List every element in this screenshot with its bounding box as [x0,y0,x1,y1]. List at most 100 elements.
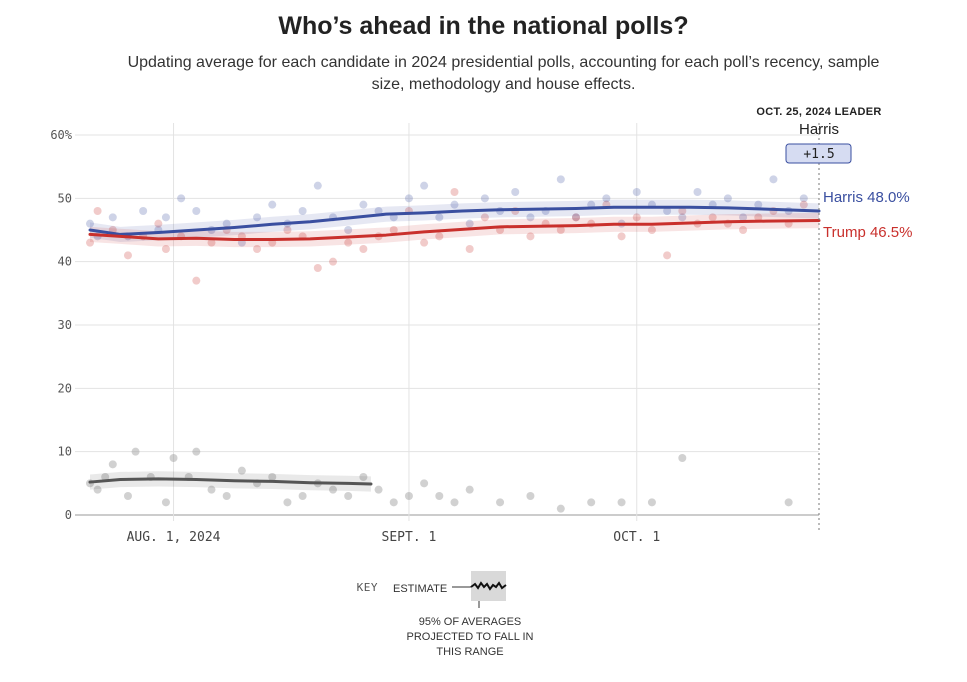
trump-poll-dot [663,251,672,260]
other-poll-dot [374,485,383,494]
other-poll-dot [192,447,201,456]
uncertainty-bands [90,199,819,492]
harris-poll-dot [602,194,611,203]
harris-end-label: Harris 48.0% [823,189,910,206]
other-poll-dot [222,492,231,500]
y-tick-label: 0 [65,508,72,522]
other-poll-dot [169,454,178,462]
trump-poll-dot [161,245,170,253]
harris-poll-dot [420,181,429,190]
average-lines [88,205,821,486]
legend-key: KEY ESTIMATE 95% OF AVERAGES PROJECTED T… [357,571,534,658]
y-tick-label: 10 [58,445,72,459]
trump-poll-dot [632,213,641,222]
harris-poll-dot [222,219,231,228]
other-poll-dot [420,479,429,488]
trump-poll-dot [207,238,216,247]
trump-poll-dot [420,238,429,247]
other-poll-dot [93,485,102,494]
harris-poll-dot [480,194,489,203]
harris-poll-dot [556,175,565,184]
other-poll-dot [268,473,277,481]
trump-poll-dot [678,207,687,215]
other-poll-dot [784,498,793,507]
harris-poll-dot [465,219,474,228]
other-poll-dot [283,498,292,507]
trump-poll-dot [708,213,717,222]
chart-subtitle: Updating average for each candidate in 2… [127,54,880,93]
harris-poll-dot [404,194,413,203]
harris-poll-dot [572,213,580,222]
key-label: KEY [357,581,378,594]
trump-poll-dot [313,264,322,272]
harris-range-band [90,199,819,243]
harris-poll-dot [526,213,535,222]
leader-margin: +1.5 [803,147,834,162]
harris-poll-dot [450,200,459,209]
trump-poll-dot [435,232,444,241]
other-poll-dot [404,492,413,500]
other-poll-dot [587,498,596,507]
other-poll-dot [617,498,626,507]
other-poll-dot [435,492,444,500]
y-tick-label: 60% [50,128,72,142]
leader-date-label: OCT. 25, 2024 LEADER [756,106,881,118]
other-poll-dot [465,485,474,494]
other-poll-dot [344,492,353,500]
harris-poll-dot [161,213,170,222]
harris-poll-dot [435,213,444,222]
trump-poll-dot [739,226,748,234]
key-estimate-line [470,581,507,591]
other-poll-dot [101,473,110,481]
other-average-line [88,477,373,486]
harris-poll-dot [511,188,520,196]
harris-poll-dot [663,207,672,215]
x-tick-label: AUG. 1, 2024 [127,530,221,545]
trump-poll-dot [450,188,459,196]
harris-poll-dot [313,181,322,190]
trump-poll-dot [123,251,132,260]
other-poll-dot [207,485,216,494]
harris-poll-dot [754,200,763,209]
leader-margin-badge [785,143,852,164]
other-poll-dot [556,504,565,513]
harris-poll-dot [108,213,117,222]
other-poll-dot [526,492,535,500]
harris-poll-dot [799,194,808,203]
trump-poll-dot [799,200,808,209]
trump-poll-dot [344,238,353,247]
leader-name: Harris [799,121,839,138]
other-poll-dot [359,473,368,481]
y-tick-label: 30 [58,318,72,332]
trump-poll-dot [389,226,398,234]
trump-poll-dot [465,245,474,253]
harris-poll-dot [86,219,94,228]
harris-poll-dot [192,207,201,215]
harris-poll-dot [632,188,641,196]
harris-poll-dot [693,188,702,196]
key-range-line2: PROJECTED TO FALL IN [407,631,534,643]
y-axis: 0 10 20 30 40 50 60% [50,128,72,522]
harris-poll-dot [739,213,748,222]
harris-poll-dot [769,175,778,184]
trump-poll-dot [556,226,565,234]
harris-poll-dot [253,213,262,222]
harris-poll-dot [298,207,307,215]
other-poll-dot [131,447,140,456]
trump-poll-dot [617,232,626,241]
harris-poll-dot [678,213,687,222]
trump-poll-dot [86,238,94,247]
harris-average-line [88,205,821,236]
trump-poll-dot [526,232,535,241]
trump-average-line [88,219,821,241]
harris-poll-dot [177,194,186,203]
trump-poll-dot [93,207,102,215]
other-poll-dot [161,498,170,507]
harris-poll-dot [374,207,383,215]
other-poll-dot [450,498,459,507]
y-tick-label: 40 [58,255,72,269]
harris-poll-dot [359,200,368,209]
trump-poll-dot [359,245,368,253]
other-poll-dot [298,492,307,500]
other-poll-dot [108,460,117,469]
